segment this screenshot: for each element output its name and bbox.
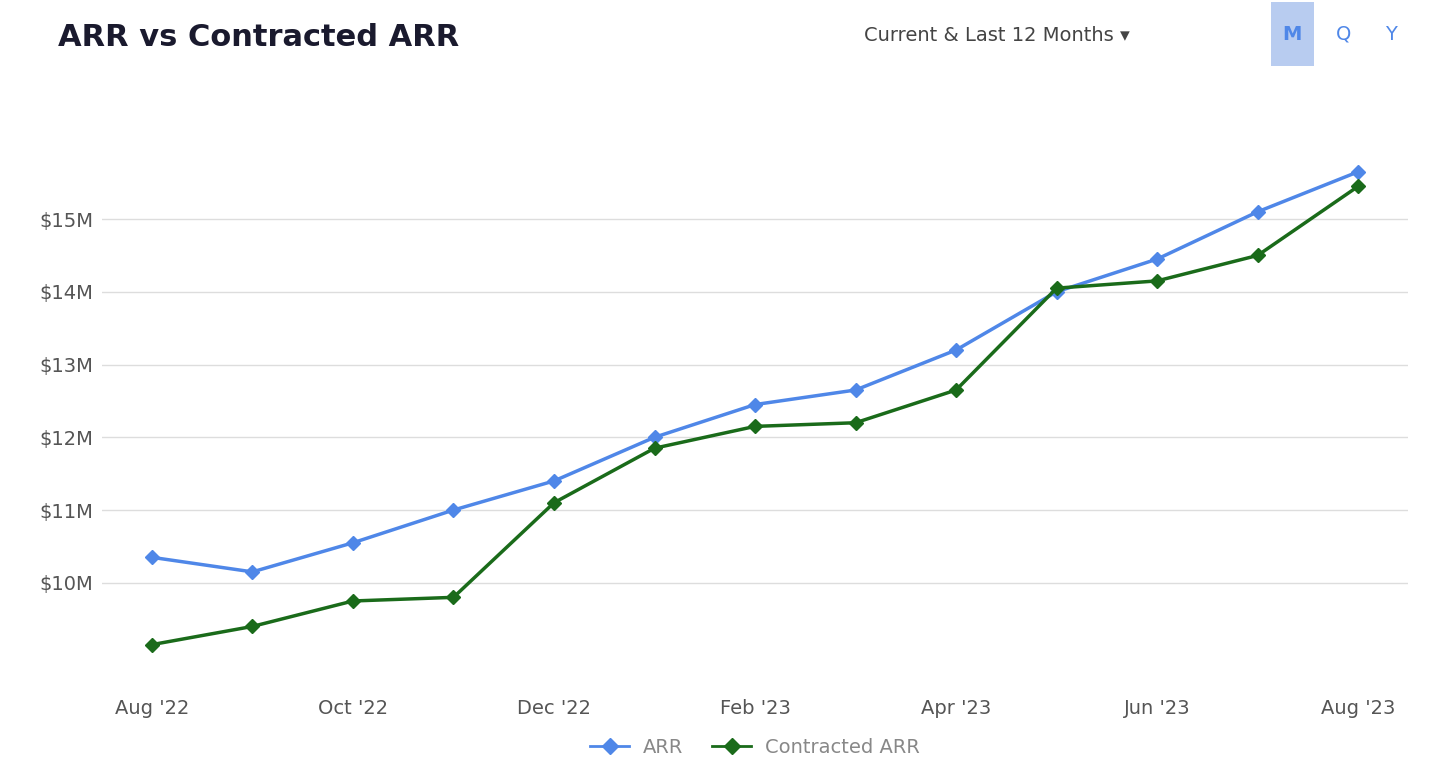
Text: Q: Q bbox=[1336, 25, 1350, 44]
Text: ARR vs Contracted ARR: ARR vs Contracted ARR bbox=[58, 23, 459, 52]
Text: Current & Last 12 Months ▾: Current & Last 12 Months ▾ bbox=[864, 26, 1130, 44]
Text: Y: Y bbox=[1385, 25, 1397, 44]
Text: M: M bbox=[1282, 25, 1302, 44]
Legend: ARR, Contracted ARR: ARR, Contracted ARR bbox=[582, 730, 928, 765]
